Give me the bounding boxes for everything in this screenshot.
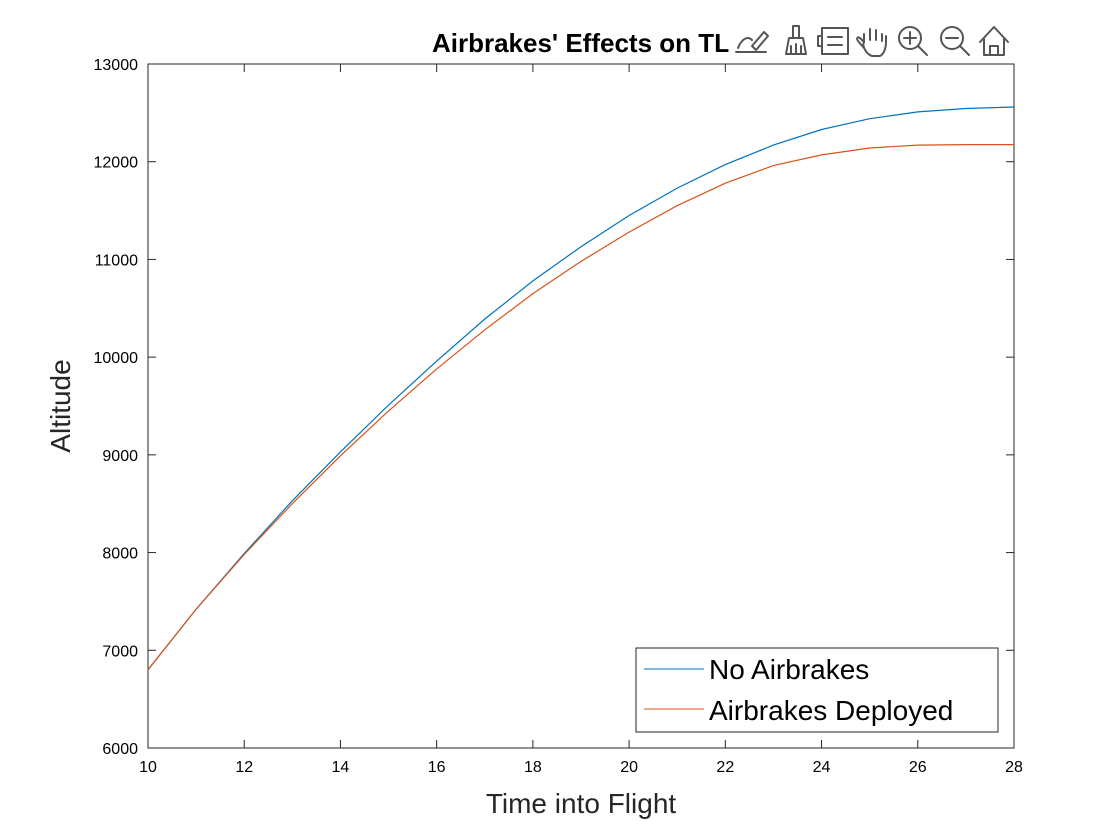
legend: No Airbrakes Airbrakes Deployed xyxy=(635,647,999,733)
x-tick-labels: 10 12 14 16 18 20 22 24 26 28 xyxy=(139,759,1023,776)
x-tick-label: 18 xyxy=(524,759,542,776)
x-tick-label: 10 xyxy=(139,759,157,776)
zoom-in-icon[interactable] xyxy=(898,26,928,56)
y-tick-label: 6000 xyxy=(102,741,138,758)
x-tick-label: 28 xyxy=(1005,759,1023,776)
plot-area xyxy=(147,63,1015,749)
data-tips-icon[interactable] xyxy=(735,31,769,53)
brush-icon[interactable] xyxy=(785,25,807,55)
series-line-no-airbrakes xyxy=(147,106,1015,671)
x-axis-title: Time into Flight xyxy=(486,788,677,819)
y-tick-label: 10000 xyxy=(94,350,139,367)
x-tick-label: 22 xyxy=(716,759,734,776)
home-icon[interactable] xyxy=(979,26,1009,56)
x-tick-label: 14 xyxy=(332,759,350,776)
zoom-out-icon[interactable] xyxy=(940,26,970,56)
x-tick-label: 24 xyxy=(813,759,831,776)
tick-marks xyxy=(147,63,1015,749)
x-tick-label: 12 xyxy=(235,759,253,776)
legend-box xyxy=(635,647,999,733)
x-tick-label: 20 xyxy=(620,759,638,776)
axes-toolbar xyxy=(728,22,1018,60)
y-tick-label: 13000 xyxy=(94,57,139,74)
y-tick-label: 7000 xyxy=(102,643,138,660)
y-tick-label: 9000 xyxy=(102,448,138,465)
y-axis-title: Altitude xyxy=(45,359,76,452)
legend-label-no-airbrakes: No Airbrakes xyxy=(709,654,869,685)
x-tick-label: 16 xyxy=(428,759,446,776)
y-tick-label: 12000 xyxy=(94,155,139,172)
legend-icon[interactable] xyxy=(817,27,849,55)
legend-label-airbrakes-deployed: Airbrakes Deployed xyxy=(709,695,953,726)
y-tick-label: 11000 xyxy=(95,252,138,269)
chart-title: Airbrakes' Effects on TL xyxy=(432,28,730,58)
series-line-airbrakes-deployed xyxy=(147,144,1014,671)
pan-icon[interactable] xyxy=(856,28,887,57)
series-lines xyxy=(147,106,1015,671)
x-tick-label: 26 xyxy=(909,759,927,776)
y-tick-label: 8000 xyxy=(102,546,138,563)
y-tick-labels: 6000 7000 8000 9000 10000 11000 12000 13000 xyxy=(94,57,139,758)
